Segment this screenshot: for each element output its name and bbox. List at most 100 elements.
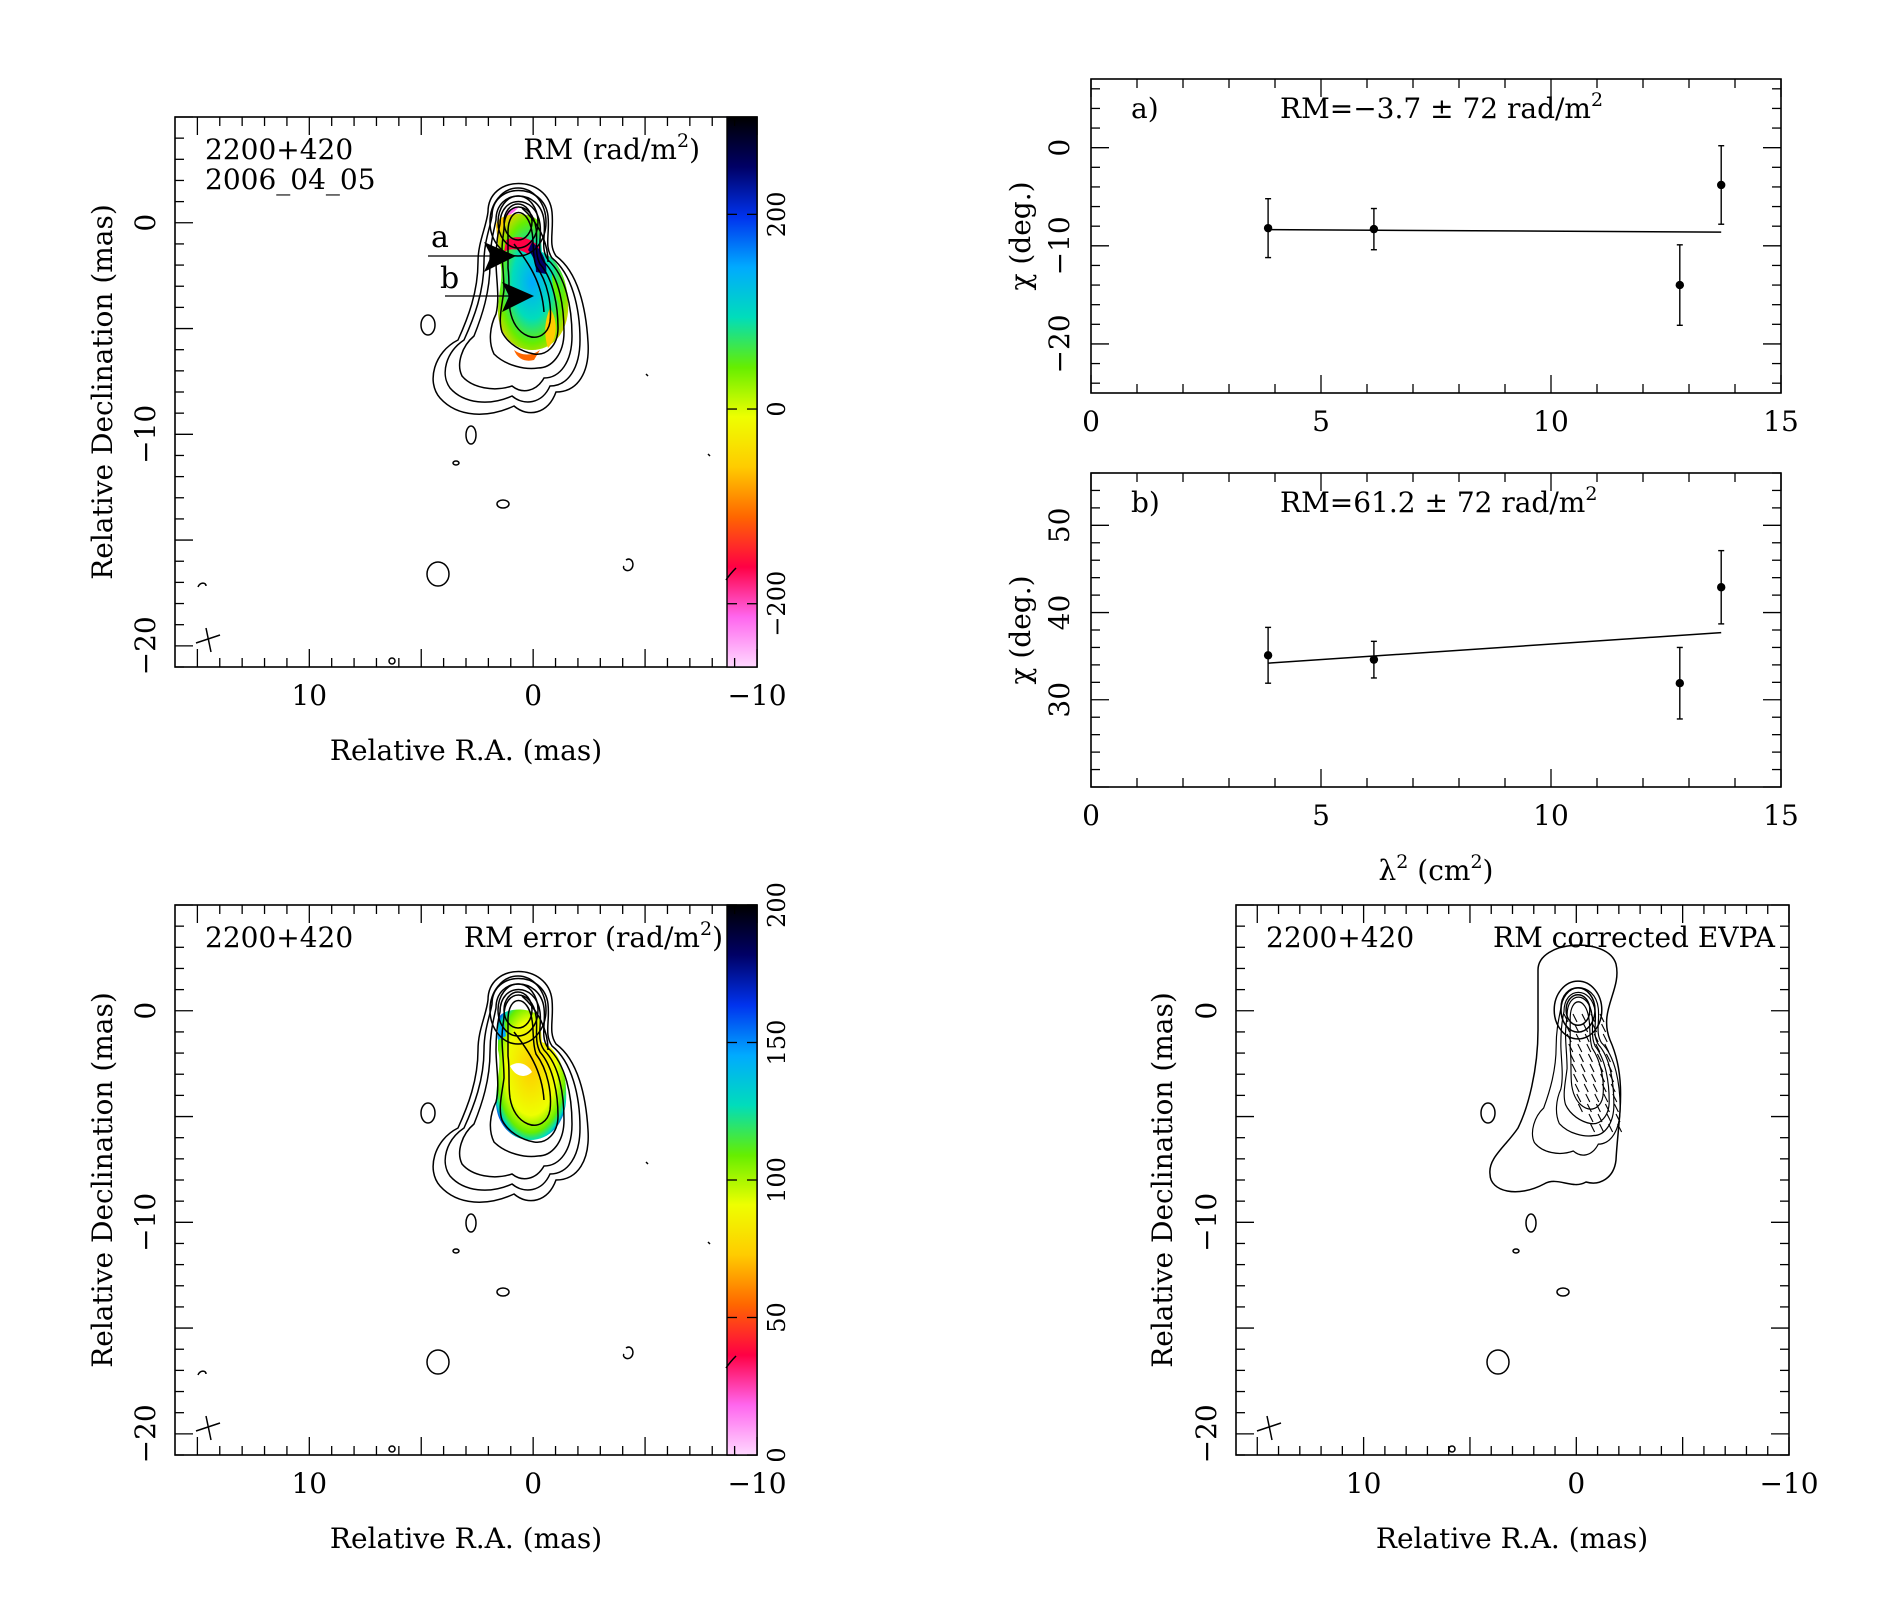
x-tick-label: 0 xyxy=(1082,405,1100,438)
fit-b-panel: b) RM=61.2 ± 72 rad/m2 χ (deg.) λ2 (cm2)… xyxy=(1004,472,1799,887)
rm-error-map-ylabel: Relative Declination (mas) xyxy=(86,992,119,1368)
data-point xyxy=(1369,224,1379,234)
y-tick-label: −10 xyxy=(1043,216,1076,275)
contour-island xyxy=(1556,1287,1570,1297)
evpa-vector xyxy=(1568,1043,1574,1053)
evpa-vector xyxy=(1596,1053,1602,1063)
fit-b-annotation: RM=61.2 ± 72 rad/m2 xyxy=(1280,483,1597,519)
marker-b-arrow-icon xyxy=(502,282,534,312)
contour-island xyxy=(1512,1248,1520,1254)
data-point xyxy=(1717,180,1726,190)
evpa-vector xyxy=(1580,1063,1586,1073)
evpa-vector xyxy=(1589,1063,1595,1073)
rm-map-frame xyxy=(174,116,758,668)
rm-colorbar xyxy=(726,116,758,668)
contour-island xyxy=(388,657,396,665)
evpa-vector xyxy=(1595,1043,1601,1053)
contour-line xyxy=(1489,944,1622,1193)
contour-line xyxy=(503,203,533,241)
rm-error-map-quantity: RM error (rad/m2) xyxy=(464,918,723,954)
evpa-vector xyxy=(1604,1043,1610,1053)
y-tick-label: −10 xyxy=(129,405,162,464)
evpa-vector xyxy=(1584,1033,1590,1043)
contour-island xyxy=(452,1248,460,1254)
evpa-vector xyxy=(1613,1103,1619,1113)
evpa-vector xyxy=(1577,1103,1583,1113)
contour-island xyxy=(622,1346,634,1360)
contour-island xyxy=(420,1102,436,1124)
evpa-vector xyxy=(1612,1093,1618,1103)
contour-line xyxy=(489,975,547,1045)
fit-a-annotation: RM=−3.7 ± 72 rad/m2 xyxy=(1280,89,1603,125)
evpa-vector xyxy=(1599,1013,1605,1023)
evpa-vectors xyxy=(1563,1013,1623,1133)
y-tick-label: 0 xyxy=(1043,139,1076,157)
fit-a-ylabel: χ (deg.) xyxy=(1004,181,1037,290)
evpa-vector xyxy=(1590,1123,1596,1133)
fit-a-frame xyxy=(1090,78,1782,394)
rm-error-map-beam-icon xyxy=(195,1415,221,1441)
x-tick-label: 5 xyxy=(1312,799,1330,832)
contour-line xyxy=(513,1031,545,1101)
evpa-map-frame xyxy=(1235,904,1790,1456)
colorbar-tick-label: 100 xyxy=(763,1157,791,1203)
evpa-vector xyxy=(1577,1043,1583,1053)
evpa-vector xyxy=(1604,1103,1610,1113)
y-tick-label: 30 xyxy=(1043,682,1076,718)
x-tick-label: 10 xyxy=(1533,405,1569,438)
evpa-vector xyxy=(1610,1083,1616,1093)
rm-noise-islands xyxy=(197,314,737,665)
evpa-map-ylabel: Relative Declination (mas) xyxy=(1146,992,1179,1368)
y-tick-label: −20 xyxy=(129,1404,162,1463)
y-tick-label: 40 xyxy=(1043,595,1076,631)
evpa-vector xyxy=(1592,1023,1598,1033)
contour-island xyxy=(420,314,436,336)
contour-line xyxy=(1531,987,1621,1156)
contour-island xyxy=(465,425,477,445)
evpa-vector xyxy=(1573,1073,1579,1083)
rm-marker-b: b xyxy=(440,261,534,312)
rm-error-map-source: 2200+420 xyxy=(205,921,353,954)
contour-island xyxy=(197,582,207,588)
evpa-vector xyxy=(1608,1123,1614,1133)
evpa-map-beam-icon xyxy=(1256,1415,1282,1441)
y-tick-label: −20 xyxy=(1190,1404,1223,1463)
colorbar-tick-label: 0 xyxy=(763,401,791,416)
contour-island xyxy=(426,561,450,587)
evpa-map-panel: 2200+420 RM corrected EVPA Relative R.A.… xyxy=(1146,904,1819,1555)
evpa-vector xyxy=(1572,1013,1578,1023)
rm-map-quantity: RM (rad/m2) xyxy=(523,130,700,166)
evpa-vector xyxy=(1571,1063,1577,1073)
evpa-vector xyxy=(1599,1123,1605,1133)
rm-contours xyxy=(432,182,589,415)
contour-island xyxy=(197,1370,207,1376)
evpa-vector xyxy=(1591,1073,1597,1083)
contour-line xyxy=(507,211,552,338)
x-tick-label: 0 xyxy=(1567,1467,1585,1500)
contour-line xyxy=(489,200,565,370)
evpa-vector xyxy=(1603,1093,1609,1103)
contour-island xyxy=(1525,1213,1537,1233)
y-tick-label: −20 xyxy=(1043,314,1076,373)
evpa-vector xyxy=(1606,1113,1612,1123)
contour-island xyxy=(707,453,711,457)
evpa-vector xyxy=(1566,1033,1572,1043)
contour-line xyxy=(503,991,533,1029)
rm-error-map-xlabel: Relative R.A. (mas) xyxy=(330,1522,602,1555)
colorbar-tick-label: −200 xyxy=(763,571,791,637)
contour-island xyxy=(622,558,634,572)
contour-line xyxy=(444,977,581,1191)
x-tick-label: 15 xyxy=(1763,405,1799,438)
rm-error-color-layer xyxy=(496,1009,567,1140)
contour-island xyxy=(465,1213,477,1233)
colorbar-tick-label: 0 xyxy=(763,1447,791,1462)
contour-line xyxy=(1569,1001,1604,1110)
fit-line xyxy=(1268,631,1722,664)
rm-map-source: 2200+420 xyxy=(205,133,353,166)
y-tick-label: 0 xyxy=(129,214,162,232)
fit-a-panel-label: a) xyxy=(1131,92,1159,125)
evpa-vector xyxy=(1563,1013,1569,1023)
contour-line xyxy=(521,995,549,1051)
evpa-map-xlabel: Relative R.A. (mas) xyxy=(1376,1522,1648,1555)
colorbar-tick-label: 50 xyxy=(763,1302,791,1333)
